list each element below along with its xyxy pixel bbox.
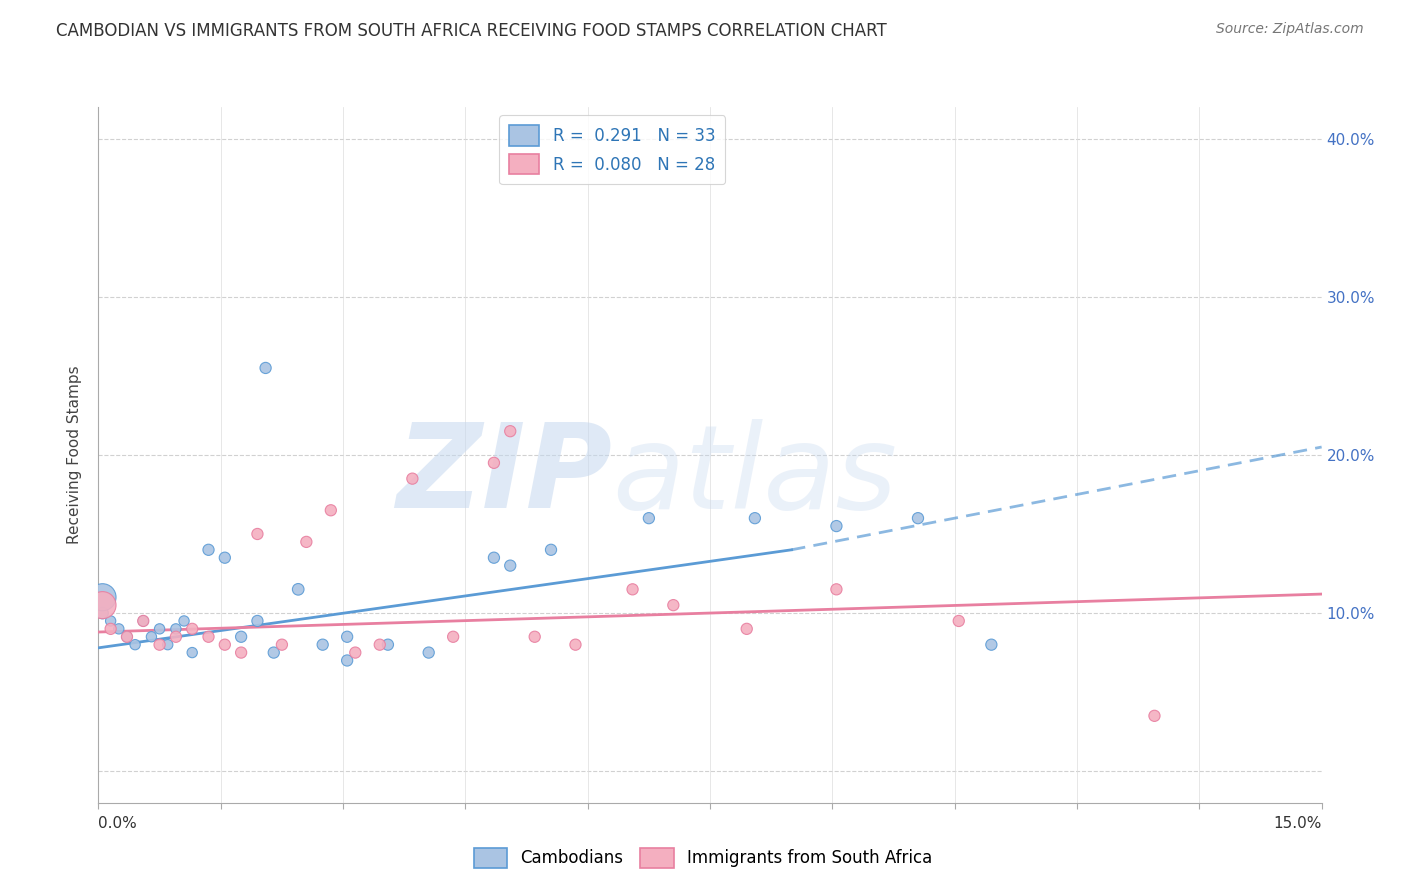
Point — [377, 638, 399, 652]
Text: 15.0%: 15.0% — [1274, 816, 1322, 831]
Point — [662, 598, 685, 612]
Point — [132, 614, 155, 628]
Text: CAMBODIAN VS IMMIGRANTS FROM SOUTH AFRICA RECEIVING FOOD STAMPS CORRELATION CHAR: CAMBODIAN VS IMMIGRANTS FROM SOUTH AFRIC… — [56, 22, 887, 40]
Point — [246, 614, 269, 628]
Point — [124, 638, 146, 652]
Point — [254, 360, 277, 375]
Point — [270, 638, 294, 652]
Point — [100, 622, 122, 636]
Point — [523, 630, 546, 644]
Point — [336, 630, 359, 644]
Point — [336, 653, 359, 667]
Point — [744, 511, 766, 525]
Point — [165, 630, 187, 644]
Point — [263, 646, 285, 660]
Point — [418, 646, 440, 660]
Point — [197, 630, 219, 644]
Point — [165, 622, 187, 636]
Point — [948, 614, 970, 628]
Point — [312, 638, 335, 652]
Point — [108, 622, 131, 636]
Point — [344, 646, 367, 660]
Text: ZIP: ZIP — [396, 418, 612, 533]
Point — [482, 550, 505, 565]
Point — [91, 598, 114, 612]
Point — [287, 582, 309, 597]
Point — [638, 511, 661, 525]
Point — [907, 511, 929, 525]
Point — [482, 456, 505, 470]
Point — [214, 550, 236, 565]
Text: 0.0%: 0.0% — [98, 816, 138, 831]
Point — [181, 646, 204, 660]
Point — [115, 630, 138, 644]
Point — [368, 638, 391, 652]
Point — [540, 542, 562, 557]
Y-axis label: Receiving Food Stamps: Receiving Food Stamps — [67, 366, 83, 544]
Point — [735, 622, 758, 636]
Point — [1143, 708, 1166, 723]
Text: atlas: atlas — [612, 418, 897, 533]
Point — [499, 424, 522, 438]
Point — [401, 472, 423, 486]
Point — [214, 638, 236, 652]
Point — [173, 614, 195, 628]
Point — [132, 614, 155, 628]
Point — [231, 646, 253, 660]
Point — [441, 630, 464, 644]
Point — [564, 638, 586, 652]
Point — [231, 630, 253, 644]
Legend: R =  0.291   N = 33, R =  0.080   N = 28: R = 0.291 N = 33, R = 0.080 N = 28 — [499, 115, 725, 185]
Point — [156, 638, 179, 652]
Point — [319, 503, 342, 517]
Point — [825, 582, 848, 597]
Point — [149, 622, 172, 636]
Point — [499, 558, 522, 573]
Point — [149, 638, 172, 652]
Point — [115, 630, 138, 644]
Point — [246, 527, 269, 541]
Point — [621, 582, 644, 597]
Point — [100, 614, 122, 628]
Point — [197, 542, 219, 557]
Point — [295, 534, 318, 549]
Point — [825, 519, 848, 533]
Point — [181, 622, 204, 636]
Point — [91, 591, 114, 605]
Point — [91, 606, 114, 620]
Text: Source: ZipAtlas.com: Source: ZipAtlas.com — [1216, 22, 1364, 37]
Legend: Cambodians, Immigrants from South Africa: Cambodians, Immigrants from South Africa — [467, 841, 939, 875]
Point — [980, 638, 1002, 652]
Point — [141, 630, 163, 644]
